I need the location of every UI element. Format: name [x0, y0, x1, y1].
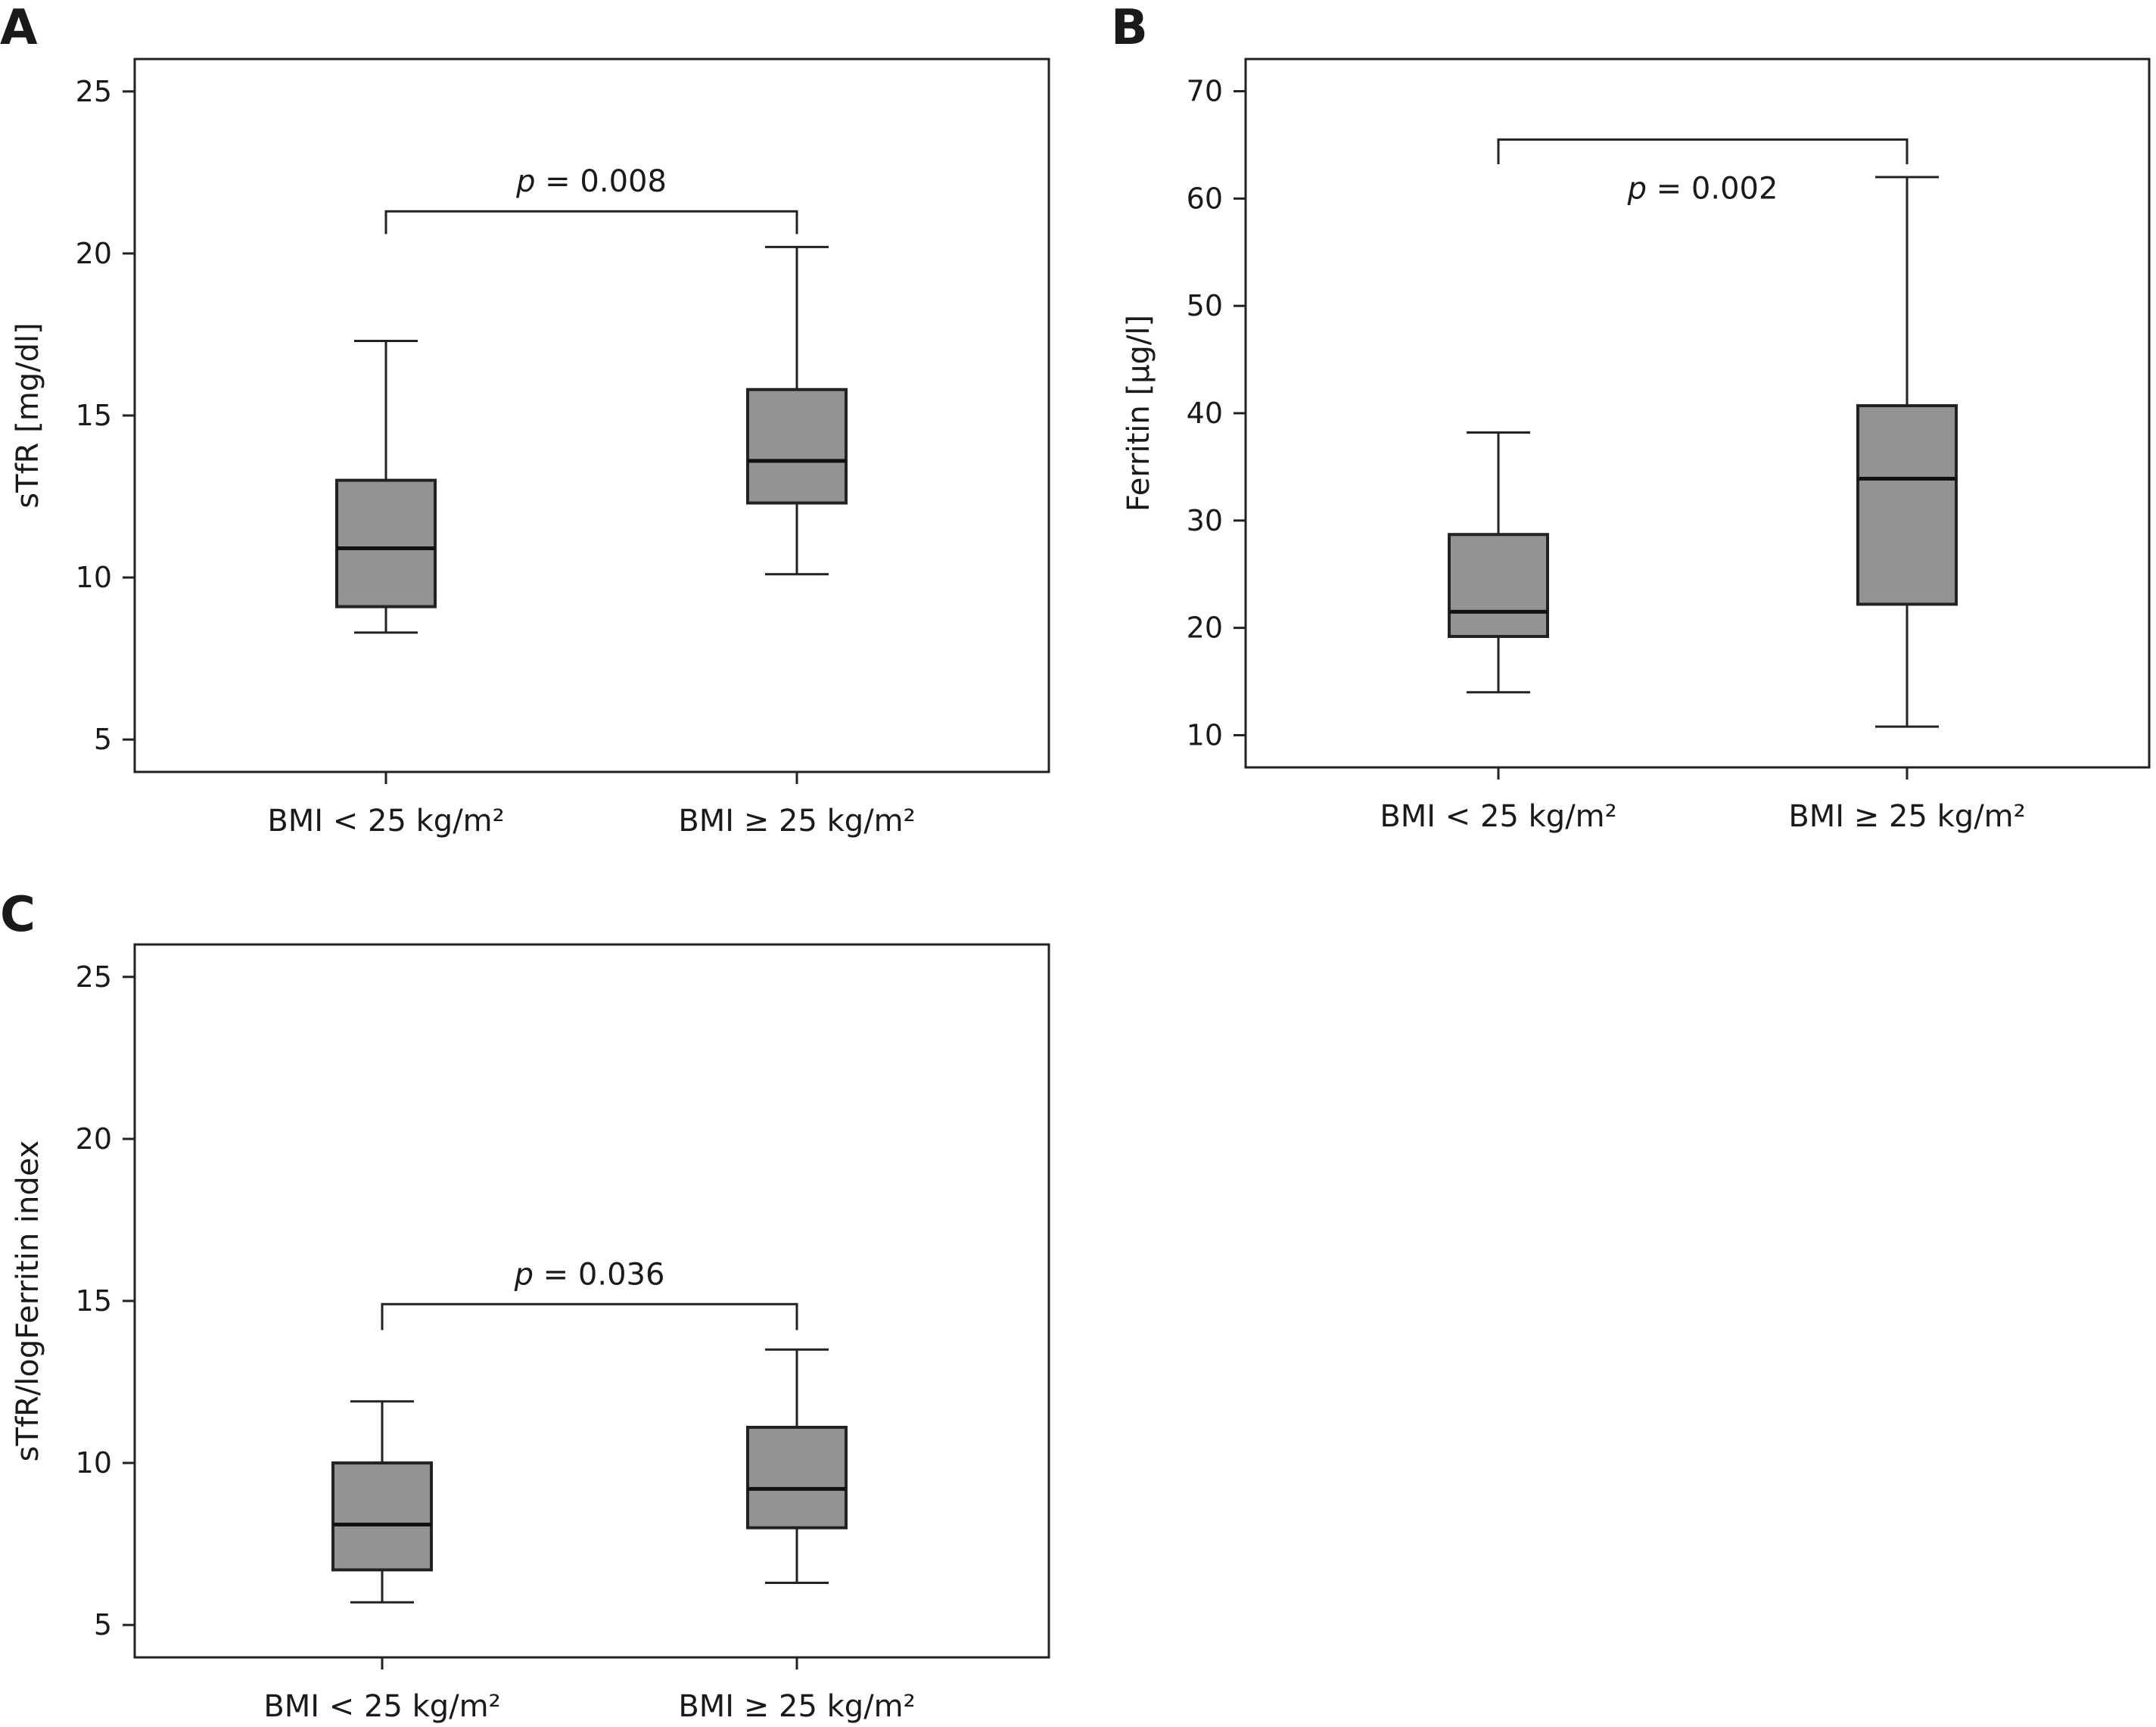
- p-value-label: p = 0.002: [1627, 171, 1778, 206]
- p-value: = 0.036: [534, 1257, 664, 1292]
- y-tick-label: 20: [1187, 611, 1223, 645]
- box-1: [331, 1400, 433, 1604]
- chart-panel-b: B 10 20 30 40 50 60 70 Ferritin [µg/l] BMI < 25 k…: [1111, 0, 2151, 834]
- iqr-box: [1856, 404, 1958, 606]
- box-2: [1856, 176, 1958, 728]
- y-tick-label: 30: [1187, 504, 1223, 537]
- panel-letter: A: [0, 0, 38, 56]
- p-value-label: p = 0.036: [514, 1257, 665, 1292]
- y-tick-label: 5: [94, 723, 112, 756]
- x-category-label: BMI ≥ 25 kg/m²: [678, 804, 915, 839]
- panel-letter: B: [1111, 0, 1148, 56]
- y-tick-label: 10: [76, 561, 112, 594]
- x-category-label: BMI < 25 kg/m²: [267, 804, 504, 839]
- y-tick-label: 15: [76, 1284, 112, 1318]
- y-tick-label: 20: [76, 237, 112, 270]
- y-tick-label: 10: [1187, 718, 1223, 751]
- significance-bracket: [381, 1302, 798, 1330]
- x-category-label: BMI ≥ 25 kg/m²: [678, 1689, 915, 1724]
- box-2: [746, 245, 848, 576]
- y-tick-label: 25: [76, 75, 112, 108]
- iqr-box: [1448, 533, 1549, 638]
- p-value: = 0.008: [535, 164, 666, 199]
- iqr-box: [335, 478, 437, 608]
- box-1: [335, 340, 437, 634]
- y-axis-label: sTfR [mg/dl]: [11, 322, 45, 508]
- p-symbol: p: [515, 164, 535, 199]
- p-symbol: p: [1627, 171, 1647, 206]
- y-tick-label: 60: [1187, 182, 1223, 215]
- y-tick-label: 20: [76, 1122, 112, 1156]
- iqr-box: [331, 1461, 433, 1572]
- y-tick-label: 10: [76, 1446, 112, 1480]
- x-category-label: BMI ≥ 25 kg/m²: [1788, 799, 2025, 834]
- box-1: [1448, 431, 1549, 694]
- chart-panel-c: C 5 10 15 20 25 sTfR/logFerritin index BMI < 25…: [0, 887, 1050, 1724]
- x-category-label: BMI < 25 kg/m²: [1380, 799, 1616, 834]
- iqr-box: [746, 387, 848, 505]
- chart-panel-a: A 5 10 15 20 25 sTfR [mg/dl] BMI < 25 kg/m² BMI …: [0, 0, 1050, 839]
- significance-bracket: [1497, 138, 1909, 164]
- x-category-label: BMI < 25 kg/m²: [263, 1689, 500, 1724]
- y-axis-label: sTfR/logFerritin index: [11, 1140, 45, 1462]
- significance-bracket: [384, 210, 798, 235]
- y-tick-label: 25: [76, 960, 112, 994]
- y-tick-label: 70: [1187, 75, 1223, 108]
- y-tick-label: 15: [76, 399, 112, 432]
- p-value-label: p = 0.008: [515, 164, 667, 199]
- y-tick-label: 50: [1187, 289, 1223, 322]
- p-value: = 0.002: [1647, 171, 1778, 206]
- y-tick-label: 40: [1187, 397, 1223, 430]
- iqr-box: [746, 1425, 848, 1529]
- p-symbol: p: [514, 1257, 534, 1292]
- y-tick-label: 5: [94, 1608, 112, 1641]
- box-2: [746, 1348, 848, 1585]
- y-axis-label: Ferritin [µg/l]: [1122, 315, 1156, 512]
- panel-letter: C: [0, 887, 36, 943]
